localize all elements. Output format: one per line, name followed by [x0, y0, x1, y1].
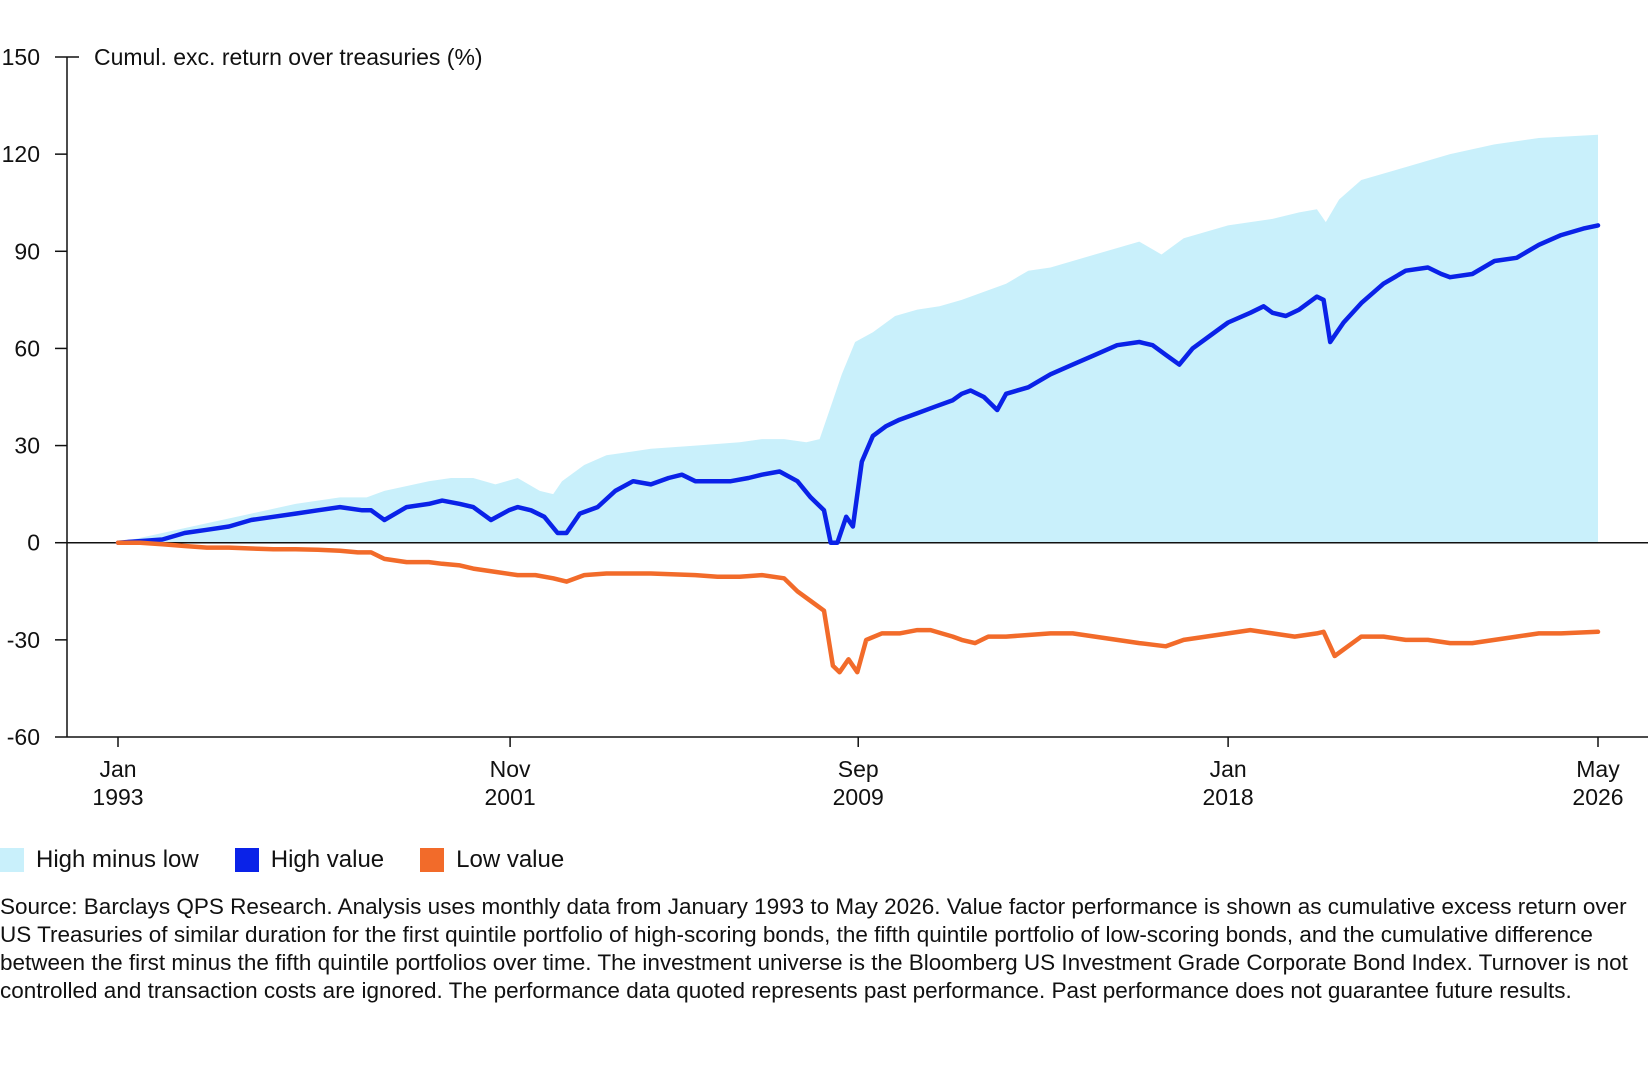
y-axis-ticks: 150 120 90 60 30 0 -30 -60: [2, 44, 79, 750]
x-tick-label-year: 2018: [1203, 784, 1254, 810]
series-line-high-value: [115, 223, 1601, 545]
legend-label: High minus low: [36, 846, 199, 873]
x-tick-label-year: 2009: [833, 784, 884, 810]
y-tick-label: 0: [27, 530, 40, 556]
x-tick-label-month: Jan: [99, 756, 136, 782]
x-tick-label-year: 2026: [1572, 784, 1623, 810]
legend-swatch-low-value: [420, 848, 445, 872]
x-tick-label-year: 2001: [485, 784, 536, 810]
x-tick-label-year: 1993: [92, 784, 143, 810]
x-tick-label-month: May: [1576, 756, 1620, 782]
x-tick-label-month: Nov: [490, 756, 531, 782]
y-tick-label: 60: [14, 335, 40, 361]
y-tick-label: 30: [14, 433, 40, 459]
source-note: Source: Barclays QPS Research. Analysis …: [0, 894, 1628, 1003]
y-axis-title: Cumul. exc. return over treasuries (%): [94, 44, 483, 70]
area-layer: [118, 134, 1598, 543]
legend-label: High value: [270, 846, 385, 873]
legend-item-high-minus-low: High minus low: [0, 846, 199, 874]
series-line-low-value: [115, 540, 1601, 675]
y-tick-label: 90: [14, 238, 40, 264]
x-tick-label-month: Sep: [838, 756, 879, 782]
x-tick-label-month: Jan: [1210, 756, 1247, 782]
y-tick-label: -30: [7, 627, 40, 653]
legend: High minus low High value Low value: [0, 843, 600, 877]
legend-swatch-high-minus-low: [0, 848, 24, 872]
y-tick-label: 150: [2, 44, 40, 70]
y-tick-label: -60: [7, 724, 40, 750]
legend-item-high-value: High value: [234, 846, 385, 874]
y-tick-label: 120: [2, 141, 40, 167]
series-area-high-minus-low: [118, 134, 1598, 543]
line-layer: [115, 223, 1601, 675]
legend-label: Low value: [456, 846, 565, 873]
legend-item-low-value: Low value: [420, 846, 564, 874]
legend-swatch-high-value: [234, 848, 259, 872]
